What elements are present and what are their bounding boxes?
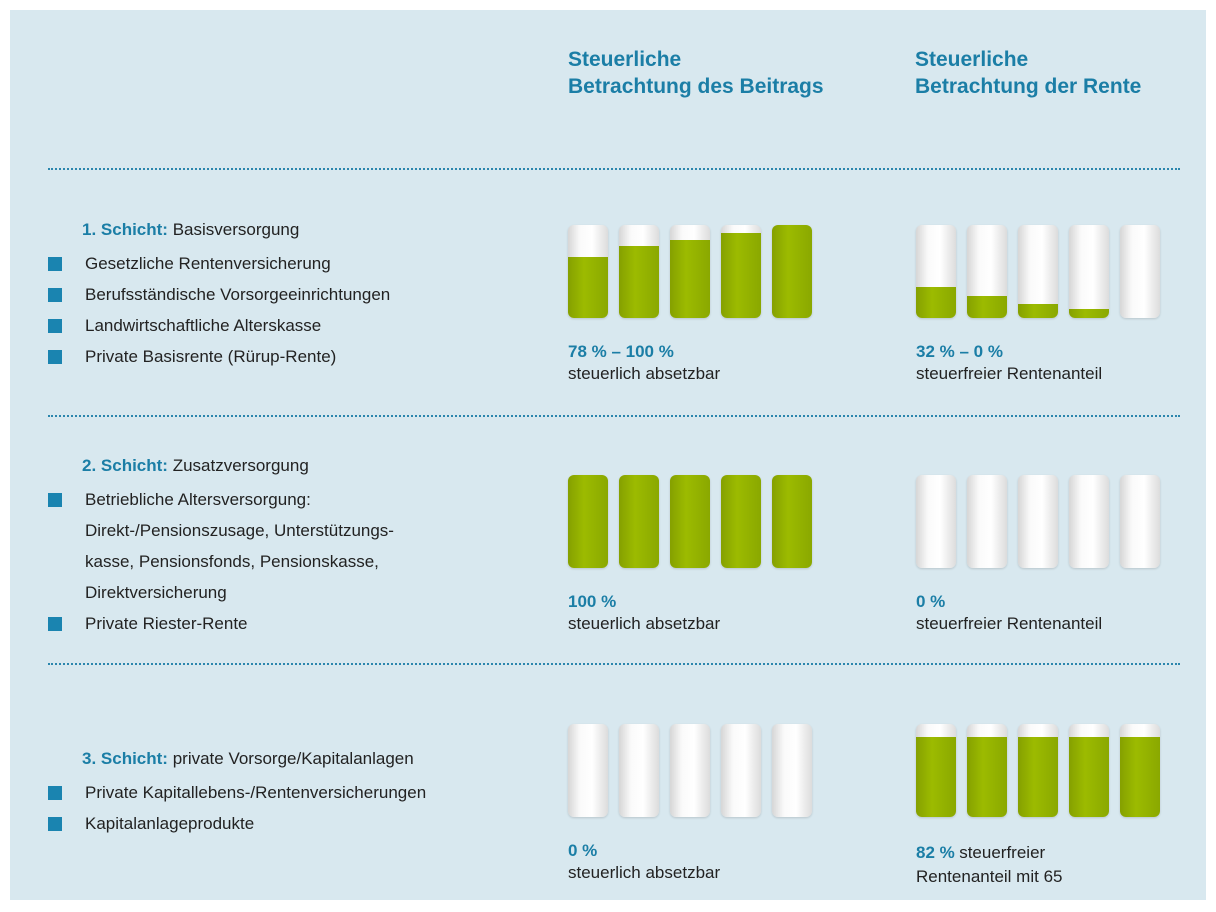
bullet <box>48 319 62 333</box>
value-label: 0 % steuerfreier Rentenanteil <box>916 592 1216 636</box>
bar <box>619 225 659 318</box>
layer-name: Zusatzversorgung <box>172 456 309 475</box>
bar-fill <box>916 737 956 817</box>
bar-fill <box>619 475 659 568</box>
bullet <box>48 786 62 800</box>
list-item: Berufsständische Vorsorgeeinrichtungen <box>85 285 391 304</box>
bar <box>1120 225 1160 318</box>
percent: 0 % <box>916 592 946 611</box>
bullet <box>48 288 62 302</box>
bar <box>619 724 659 817</box>
bar <box>772 475 812 568</box>
bar-fill <box>670 475 710 568</box>
value-label: 78 % – 100 % steuerlich absetzbar <box>568 342 868 386</box>
bullet <box>48 817 62 831</box>
bar <box>1069 225 1109 318</box>
bar <box>670 724 710 817</box>
bar <box>1018 724 1058 817</box>
bar-fill <box>721 233 761 318</box>
bar <box>1018 225 1058 318</box>
caption: steuerlich absetzbar <box>568 863 721 882</box>
list-item: Betriebliche Altersversorgung: Direkt-/P… <box>85 490 394 602</box>
bar <box>568 475 608 568</box>
bar <box>670 475 710 568</box>
bar-fill <box>568 475 608 568</box>
bar-fill <box>1018 304 1058 318</box>
heading: Steuerliche Betrachtung des Beitrags <box>568 48 824 98</box>
bar-fill <box>568 256 608 318</box>
value-label: 32 % – 0 % steuerfreier Rentenanteil <box>916 342 1216 386</box>
percent: 32 % – 0 % <box>916 342 1003 361</box>
bar <box>967 225 1007 318</box>
bar <box>619 475 659 568</box>
bar <box>916 225 956 318</box>
bar-fill <box>916 287 956 318</box>
bar <box>967 724 1007 817</box>
divider <box>48 168 1180 170</box>
bar-fill <box>772 475 812 568</box>
caption: steuerfreier Rentenanteil <box>916 364 1103 383</box>
bar-fill <box>619 246 659 318</box>
bar <box>772 225 812 318</box>
bar <box>1018 475 1058 568</box>
bar <box>568 225 608 318</box>
layer-title: 3. Schicht: private Vorsorge/Kapitalanla… <box>82 749 414 769</box>
percent: 100 % <box>568 592 617 611</box>
caption: steuerlich absetzbar <box>568 614 721 633</box>
bar-fill <box>967 295 1007 318</box>
bar <box>1120 724 1160 817</box>
layer-number: 1. Schicht: <box>82 220 168 239</box>
bar <box>1120 475 1160 568</box>
layer-name: private Vorsorge/Kapitalanlagen <box>172 749 414 768</box>
divider <box>48 663 1180 665</box>
layer-title: 2. Schicht: Zusatzversorgung <box>82 456 309 476</box>
bar-fill <box>967 737 1007 817</box>
caption: steuerlich absetzbar <box>568 364 721 383</box>
list-item: Private Kapitallebens-/Rentenversicherun… <box>85 783 427 802</box>
bar <box>670 225 710 318</box>
bar-fill <box>721 475 761 568</box>
percent: 82 % <box>916 843 955 862</box>
bar <box>916 475 956 568</box>
layer-number: 3. Schicht: <box>82 749 168 768</box>
list-item: Private Riester-Rente <box>85 614 248 633</box>
panel: Steuerliche Betrachtung des Beitrags Ste… <box>10 10 1206 900</box>
bullet <box>48 493 62 507</box>
bar-fill <box>1069 308 1109 318</box>
list-item: Gesetzliche Rentenversicherung <box>85 254 331 273</box>
bar <box>772 724 812 817</box>
bar <box>1069 724 1109 817</box>
caption: steuerfreier Rentenanteil mit 65 <box>916 843 1063 886</box>
layer-name: Basisversorgung <box>172 220 300 239</box>
divider <box>48 415 1180 417</box>
caption: steuerfreier Rentenanteil <box>916 614 1103 633</box>
bar <box>721 724 761 817</box>
bar <box>721 475 761 568</box>
bar-fill <box>1069 737 1109 817</box>
bar-fill <box>670 239 710 318</box>
bar <box>1069 475 1109 568</box>
value-label: 82 % steuerfreier Rentenanteil mit 65 <box>916 841 1216 889</box>
heading: Steuerliche Betrachtung der Rente <box>915 48 1142 98</box>
bar-fill <box>1120 737 1160 817</box>
value-label: 0 % steuerlich absetzbar <box>568 841 868 885</box>
list-item: Kapitalanlageprodukte <box>85 814 255 833</box>
percent: 78 % – 100 % <box>568 342 674 361</box>
percent: 0 % <box>568 841 598 860</box>
bar-fill <box>1018 737 1058 817</box>
bullet <box>48 350 62 364</box>
bar <box>568 724 608 817</box>
bar <box>916 724 956 817</box>
layer-number: 2. Schicht: <box>82 456 168 475</box>
bar <box>967 475 1007 568</box>
layer-title: 1. Schicht: Basisversorgung <box>82 220 299 240</box>
value-label: 100 % steuerlich absetzbar <box>568 592 868 636</box>
list-item: Private Basisrente (Rürup-Rente) <box>85 347 337 366</box>
bullet <box>48 257 62 271</box>
bar-fill <box>772 225 812 318</box>
bar <box>721 225 761 318</box>
list-item: Landwirtschaftliche Alterskasse <box>85 316 322 335</box>
bullet <box>48 617 62 631</box>
